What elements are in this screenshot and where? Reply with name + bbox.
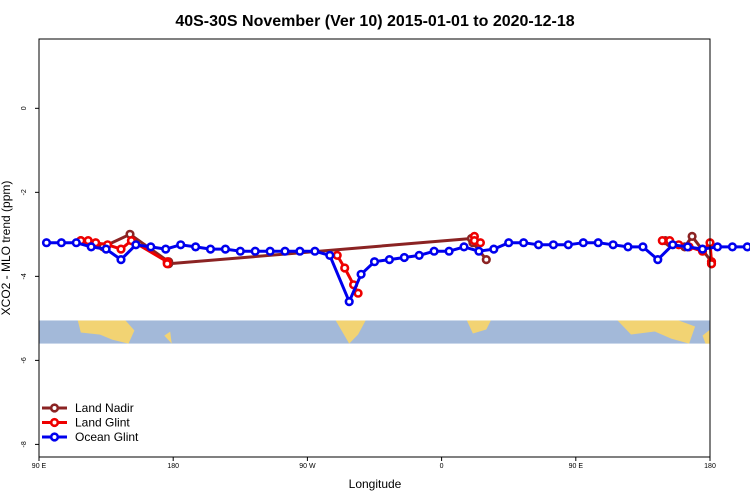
data-point-ocean-glint bbox=[250, 246, 260, 256]
legend-label-ocean-glint: Ocean Glint bbox=[75, 430, 139, 444]
data-point-ocean-glint bbox=[71, 238, 81, 248]
data-point-ocean-glint bbox=[429, 246, 439, 256]
x-tick-label: 90 E bbox=[569, 463, 584, 470]
data-point-land-glint bbox=[706, 259, 717, 269]
data-point-ocean-glint bbox=[489, 244, 499, 254]
map-land bbox=[164, 331, 172, 344]
x-tick-label: 180 bbox=[167, 463, 179, 470]
data-point-land-glint bbox=[332, 250, 342, 260]
data-point-land-glint bbox=[475, 238, 486, 248]
data-point-ocean-glint bbox=[608, 240, 618, 250]
data-point-ocean-glint bbox=[369, 257, 380, 267]
data-point-ocean-glint bbox=[280, 246, 290, 256]
x-tick-label: 90 E bbox=[32, 463, 47, 470]
data-point-ocean-glint bbox=[504, 238, 514, 248]
y-axis-label: XCO2 - MLO trend (ppm) bbox=[0, 181, 13, 316]
data-point-ocean-glint bbox=[356, 269, 366, 279]
data-point-ocean-glint bbox=[161, 244, 171, 254]
data-point-ocean-glint bbox=[638, 242, 648, 252]
data-point-ocean-glint bbox=[384, 255, 395, 265]
data-point-ocean-glint bbox=[205, 244, 216, 254]
data-point-ocean-glint bbox=[518, 238, 529, 248]
data-point-ocean-glint bbox=[399, 252, 409, 263]
legend-marker-ocean-glint bbox=[49, 432, 60, 442]
data-point-ocean-glint bbox=[235, 246, 245, 256]
map-land bbox=[702, 329, 710, 344]
plot-frame bbox=[38, 38, 711, 458]
data-point-ocean-glint bbox=[116, 255, 126, 265]
y-tick-label: -2 bbox=[21, 189, 28, 195]
data-point-ocean-glint bbox=[41, 238, 52, 248]
data-point-land-glint bbox=[162, 259, 172, 269]
data-point-ocean-glint bbox=[325, 250, 335, 260]
data-point-ocean-glint bbox=[146, 242, 156, 252]
data-point-ocean-glint bbox=[682, 242, 693, 252]
data-point-land-glint bbox=[353, 288, 363, 298]
data-point-ocean-glint bbox=[474, 246, 484, 256]
x-tick-label: 180 bbox=[704, 463, 716, 470]
y-tick-label: -4 bbox=[21, 273, 28, 279]
data-point-ocean-glint bbox=[101, 244, 111, 254]
data-point-ocean-glint bbox=[653, 255, 663, 265]
y-axis: 0 -2 -4 -6 -8 bbox=[21, 106, 39, 448]
data-point-land-glint bbox=[116, 244, 126, 254]
data-point-ocean-glint bbox=[459, 242, 469, 252]
data-point-ocean-glint bbox=[414, 250, 424, 260]
y-tick-label: 0 bbox=[21, 106, 28, 110]
data-point-land-glint bbox=[340, 263, 350, 273]
map-land bbox=[335, 320, 366, 344]
data-point-ocean-glint bbox=[578, 238, 588, 248]
data-point-ocean-glint bbox=[593, 238, 603, 248]
x-axis-label: Longitude bbox=[349, 477, 402, 491]
legend-marker-land-glint bbox=[49, 417, 60, 428]
data-point-ocean-glint bbox=[265, 246, 275, 256]
x-tick-label: 90 W bbox=[299, 463, 316, 470]
data-point-land-nadir bbox=[481, 255, 491, 265]
y-tick-label: -8 bbox=[21, 441, 28, 447]
legend-label-land-glint: Land Glint bbox=[75, 416, 130, 430]
map-strip bbox=[39, 320, 710, 344]
data-point-ocean-glint bbox=[668, 240, 678, 250]
legend-label-land-nadir: Land Nadir bbox=[75, 401, 134, 415]
data-point-ocean-glint bbox=[191, 242, 201, 252]
x-tick-label: 0 bbox=[440, 463, 444, 470]
data-point-land-glint bbox=[657, 236, 667, 246]
data-point-ocean-glint bbox=[533, 240, 544, 250]
data-point-ocean-glint bbox=[548, 240, 559, 250]
data-point-ocean-glint bbox=[176, 240, 186, 250]
data-point-ocean-glint bbox=[344, 297, 354, 307]
map-land bbox=[77, 320, 135, 344]
data-point-ocean-glint bbox=[742, 242, 750, 252]
data-point-ocean-glint bbox=[131, 240, 141, 250]
data-point-ocean-glint bbox=[727, 242, 738, 252]
legend-marker-land-nadir bbox=[49, 403, 60, 413]
data-point-ocean-glint bbox=[563, 240, 573, 250]
data-point-ocean-glint bbox=[295, 246, 305, 256]
chart-title: 40S-30S November (Ver 10) 2015-01-01 to … bbox=[175, 13, 574, 30]
x-axis: 90 E 180 90 W 0 90 E 180 bbox=[32, 457, 716, 470]
y-tick-label: -6 bbox=[21, 357, 28, 363]
data-point-ocean-glint bbox=[220, 244, 230, 254]
series-layer bbox=[41, 229, 750, 307]
data-point-ocean-glint bbox=[86, 242, 96, 252]
data-point-ocean-glint bbox=[712, 242, 723, 252]
map-land bbox=[466, 320, 491, 334]
data-point-ocean-glint bbox=[310, 246, 320, 256]
data-point-ocean-glint bbox=[623, 242, 633, 252]
data-point-ocean-glint bbox=[56, 238, 67, 248]
map-ocean-band bbox=[39, 320, 710, 344]
map-land bbox=[617, 320, 696, 344]
data-point-ocean-glint bbox=[697, 244, 708, 254]
data-point-land-nadir bbox=[687, 231, 697, 241]
data-point-ocean-glint bbox=[444, 246, 454, 256]
